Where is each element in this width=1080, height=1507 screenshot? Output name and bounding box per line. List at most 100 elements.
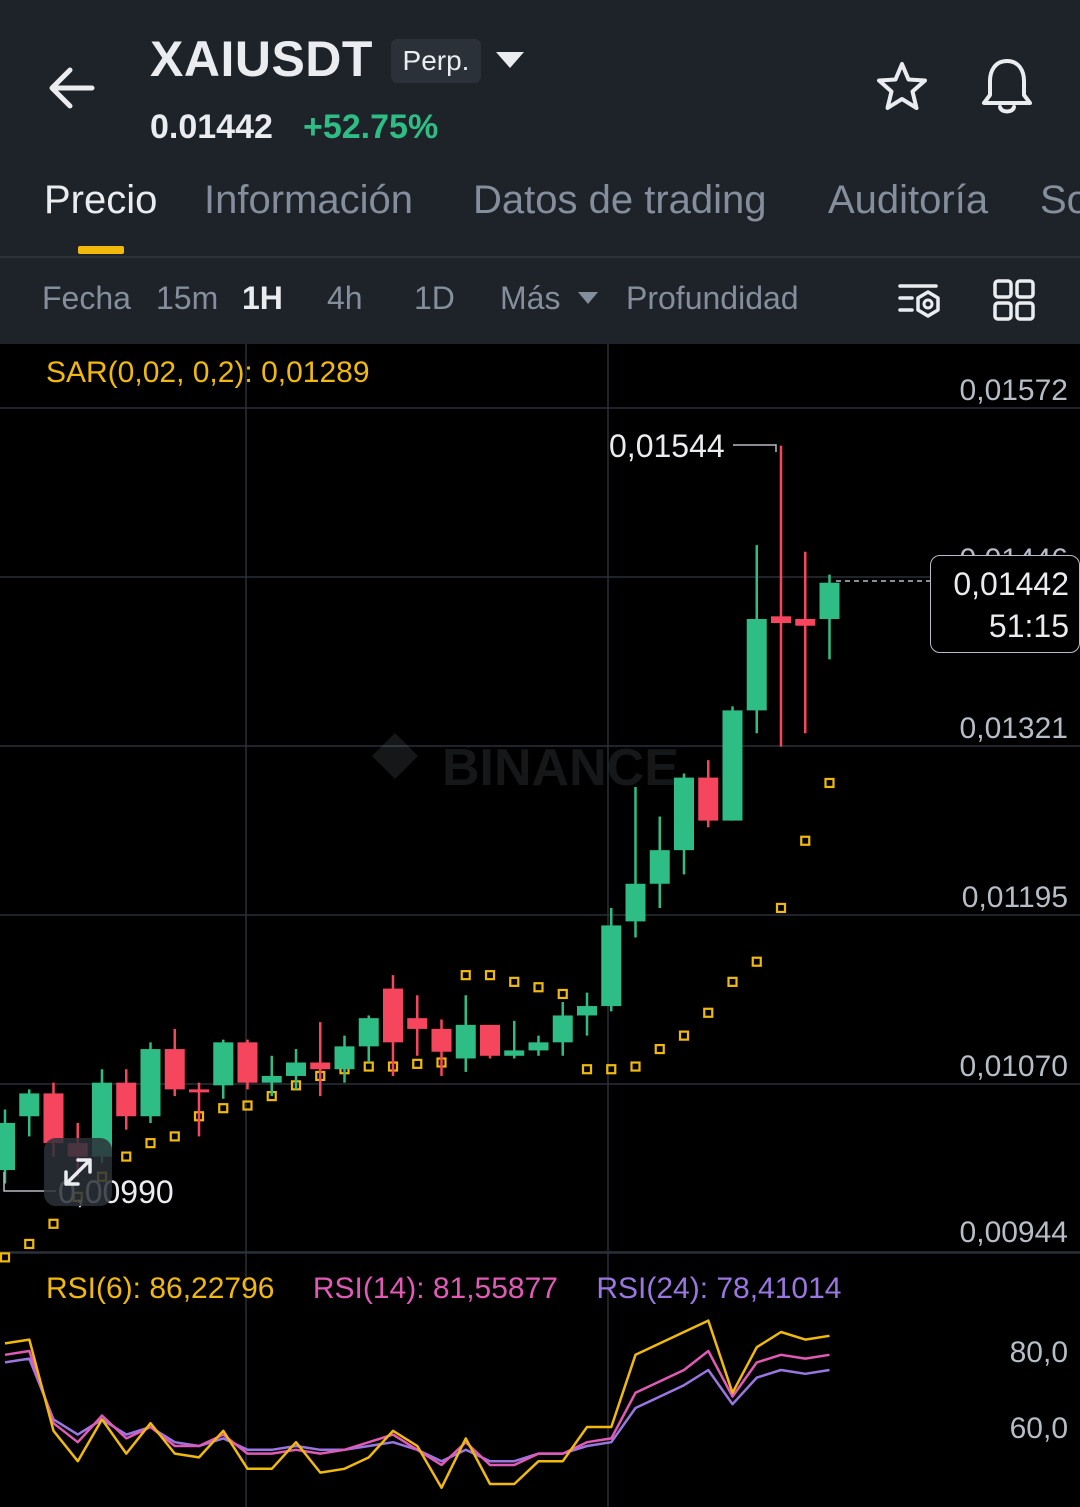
interval-15m[interactable]: 15m <box>156 280 219 316</box>
price-axis-label: 0,01572 <box>960 374 1068 407</box>
sar-dot <box>606 1064 617 1075</box>
candlestick-chart[interactable]: BINANCE 0,015720,014460,013210,011950,01… <box>0 344 1080 1507</box>
sar-dot <box>703 1007 714 1018</box>
candle-body <box>358 1018 379 1047</box>
candle-body <box>334 1046 355 1070</box>
tab-auditoria[interactable]: Auditoría <box>828 178 989 222</box>
price-axis-label: 0,00944 <box>960 1216 1068 1249</box>
candle-body <box>116 1082 137 1117</box>
candle-body <box>213 1042 234 1086</box>
candle-body <box>310 1062 331 1070</box>
candle-body <box>504 1050 525 1056</box>
sar-dot <box>800 835 811 846</box>
candle <box>213 1039 234 1099</box>
back-arrow-icon[interactable] <box>40 60 104 116</box>
sar-indicator-label: SAR(0,02, 0,2): 0,01289 <box>46 356 370 389</box>
candle-body <box>528 1042 549 1051</box>
layout-grid-icon[interactable] <box>990 276 1038 324</box>
expand-icon <box>64 1158 92 1186</box>
price-axis-label: 0,01321 <box>960 712 1068 745</box>
rsi-legend: RSI(6): 86,22796 RSI(14): 81,55877 RSI(2… <box>46 1272 871 1306</box>
candle-body <box>407 1018 428 1029</box>
candle-body <box>722 710 743 821</box>
candle <box>552 1002 573 1056</box>
candle <box>674 773 694 875</box>
candle-body <box>577 1006 597 1016</box>
sar-dot <box>581 1064 593 1075</box>
sar-dot <box>557 988 568 1000</box>
change-percent: +52.75% <box>303 108 439 146</box>
sar-dots <box>0 777 835 1263</box>
sar-dot <box>751 956 762 967</box>
candle-body <box>286 1062 306 1076</box>
candle-body <box>771 616 791 624</box>
candle <box>819 574 840 660</box>
price-axis: 0,015720,014460,013210,011950,010700,009… <box>960 374 1068 1249</box>
candle-countdown: 51:15 <box>988 608 1069 644</box>
candle <box>407 995 428 1056</box>
dropdown-caret-icon[interactable] <box>496 52 524 68</box>
candle-body <box>19 1093 40 1117</box>
candle-body <box>383 988 403 1043</box>
current-price-value: 0,01442 <box>953 566 1069 602</box>
tab-datos-de-trading[interactable]: Datos de trading <box>473 178 767 222</box>
bell-icon[interactable] <box>976 55 1038 119</box>
candle-body <box>431 1028 452 1052</box>
candle-body <box>625 883 646 922</box>
sar-dot <box>727 976 738 987</box>
candle-body <box>649 850 670 884</box>
sar-dot <box>412 1058 423 1069</box>
candle <box>310 1022 331 1097</box>
sar-dot <box>678 1030 690 1041</box>
current-price-tag: 0,01442 51:15 <box>930 555 1080 653</box>
candle <box>771 445 791 747</box>
date-button[interactable]: Fecha <box>42 280 131 316</box>
sar-dot <box>24 1238 35 1250</box>
fullscreen-button[interactable] <box>44 1138 112 1206</box>
sar-dot <box>630 1061 641 1072</box>
candle-body <box>455 1024 476 1059</box>
tab-precio[interactable]: Precio <box>44 178 158 222</box>
indicator-settings-icon[interactable] <box>896 276 944 324</box>
candle <box>601 907 622 1012</box>
rsi14-line <box>4 1349 830 1467</box>
rsi24-label: RSI(24): 78,41014 <box>596 1272 842 1305</box>
candle-body <box>140 1049 161 1117</box>
candle <box>334 1035 355 1083</box>
candle <box>286 1049 306 1090</box>
last-price: 0.01442 <box>150 108 273 146</box>
interval-1d[interactable]: 1D <box>414 280 455 316</box>
candle <box>383 975 403 1076</box>
candle <box>649 816 670 908</box>
symbol-title[interactable]: XAIUSDT <box>150 31 373 87</box>
tab-informacion[interactable]: Información <box>204 178 413 222</box>
candle <box>431 1019 452 1076</box>
rsi-axis: 80,0 60,0 <box>1010 1336 1068 1445</box>
candle <box>722 706 743 821</box>
candle-body <box>601 925 622 1007</box>
candle <box>625 786 646 938</box>
candle-body <box>674 777 694 851</box>
candle <box>528 1035 549 1056</box>
rsi-axis-label: 80,0 <box>1010 1336 1068 1369</box>
sar-dot <box>218 1103 229 1114</box>
candle <box>746 545 767 734</box>
candle-body <box>164 1049 185 1090</box>
contract-type-badge[interactable]: Perp. <box>391 39 481 83</box>
star-icon[interactable] <box>872 58 932 118</box>
interval-4h[interactable]: 4h <box>327 280 363 316</box>
rsi6-line <box>4 1319 830 1490</box>
low-marker-line <box>3 1172 56 1192</box>
candle-body <box>698 777 719 821</box>
more-caret-icon[interactable] <box>578 292 598 304</box>
high-price-marker: 0,01544 <box>609 428 725 464</box>
interval-1h[interactable]: 1H <box>242 280 283 316</box>
candle <box>698 760 719 828</box>
more-intervals-button[interactable]: Más <box>500 280 561 316</box>
candle <box>577 992 597 1036</box>
sar-dot <box>654 1043 665 1055</box>
candle <box>140 1042 161 1123</box>
sar-dot <box>363 1061 374 1072</box>
depth-button[interactable]: Profundidad <box>626 280 799 316</box>
tab-so[interactable]: So <box>1040 178 1080 222</box>
